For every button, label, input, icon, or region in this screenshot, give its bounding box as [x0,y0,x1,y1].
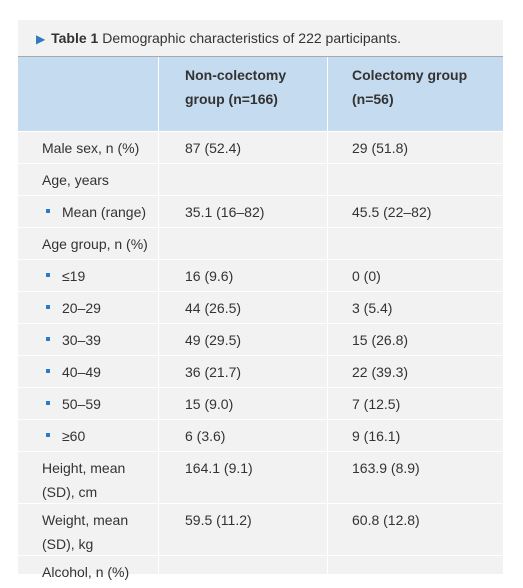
colectomy-value: 60.8 (12.8) [352,512,420,528]
row-label: Weight, mean (SD), kg [42,512,129,552]
colectomy-value: 15 (26.8) [352,332,409,348]
table-row: ≤19 16 (9.6) 0 (0) [18,260,503,292]
non-colectomy-value: 35.1 (16–82) [158,196,328,227]
table-row: 20–29 44 (26.5) 3 (5.4) [18,292,503,324]
colectomy-value: 7 (12.5) [352,396,401,412]
row-label: ≤19 [62,268,86,284]
demographics-table: ▶ Table 1 Demographic characteristics of… [18,20,503,588]
non-colectomy-value: 44 (26.5) [158,292,328,323]
row-label-cell: Alcohol, n (%) [18,556,158,587]
table-row: Male sex, n (%) 87 (52.4) 29 (51.8) [18,132,503,164]
table-row: Alcohol, n (%) [18,556,503,588]
row-label-cell: 40–49 [18,356,158,387]
row-label: Male sex, n (%) [42,140,140,156]
row-label: Height, mean (SD), cm [42,460,126,500]
table-row: Mean (range) 35.1 (16–82) 45.5 (22–82) [18,196,503,228]
row-label-cell: ≥60 [18,420,158,451]
row-label: 40–49 [62,364,101,380]
non-colectomy-value [158,228,328,259]
non-colectomy-value: 15 (9.0) [158,388,328,419]
header-cell-non-colectomy: Non-colectomy group (n=166) [158,57,328,131]
non-colectomy-value: 6 (3.6) [158,420,328,451]
row-label: Age group, n (%) [42,236,148,252]
colectomy-value: 22 (39.3) [352,364,409,380]
colectomy-value: 0 (0) [352,268,381,284]
bullet-icon [46,337,50,342]
non-colectomy-value: 59.5 (11.2) [158,504,328,555]
colectomy-value: 9 (16.1) [352,428,401,444]
table-body: Male sex, n (%) 87 (52.4) 29 (51.8) Age, ye… [18,132,503,588]
row-label-cell: Male sex, n (%) [18,132,158,163]
colectomy-value [328,164,503,195]
table-row: Height, mean (SD), cm 164.1 (9.1) 163.9 (8… [18,452,503,504]
non-colectomy-value: 16 (9.6) [158,260,328,291]
row-label: ≥60 [62,428,86,444]
colectomy-value [328,228,503,259]
caption-text: Demographic characteristics of 222 parti… [102,30,402,46]
bullet-icon [46,209,50,214]
row-label-cell: 30–39 [18,324,158,355]
colectomy-value: 3 (5.4) [352,300,393,316]
row-label: Alcohol, n (%) [42,564,130,580]
colectomy-value: 45.5 (22–82) [352,204,432,220]
table-header: Non-colectomy group (n=166) Colectomy gr… [18,56,503,132]
row-label-cell: Age, years [18,164,158,195]
table-row: 50–59 15 (9.0) 7 (12.5) [18,388,503,420]
bullet-icon [46,401,50,406]
table-caption: ▶ Table 1 Demographic characteristics of… [18,20,503,56]
colectomy-value: 29 (51.8) [352,140,409,156]
row-label: Age, years [42,172,109,188]
non-colectomy-value: 87 (52.4) [158,132,328,163]
non-colectomy-value: 164.1 (9.1) [158,452,328,503]
table-row: Weight, mean (SD), kg 59.5 (11.2) 60.8 (12… [18,504,503,556]
non-colectomy-value [158,164,328,195]
header-cell-colectomy: Colectomy group (n=56) [352,67,468,107]
caption-label: Table 1 [51,30,99,46]
row-label-cell: 20–29 [18,292,158,323]
row-label: 30–39 [62,332,101,348]
row-label: 50–59 [62,396,101,412]
table-row: Age, years [18,164,503,196]
row-label-cell: Age group, n (%) [18,228,158,259]
colectomy-value [328,556,503,587]
non-colectomy-value [158,556,328,587]
colectomy-value: 163.9 (8.9) [352,460,420,476]
row-label-cell: 50–59 [18,388,158,419]
bullet-icon [46,433,50,438]
row-label: 20–29 [62,300,101,316]
header-cell-label [18,57,158,131]
row-label-cell: ≤19 [18,260,158,291]
table-row: 40–49 36 (21.7) 22 (39.3) [18,356,503,388]
table-row: ≥60 6 (3.6) 9 (16.1) [18,420,503,452]
caption-arrow-icon: ▶ [36,32,46,46]
row-label-cell: Mean (range) [18,196,158,227]
non-colectomy-value: 36 (21.7) [158,356,328,387]
bullet-icon [46,305,50,310]
non-colectomy-value: 49 (29.5) [158,324,328,355]
bullet-icon [46,273,50,278]
bullet-icon [46,369,50,374]
row-label: Mean (range) [62,204,147,220]
row-label-cell: Weight, mean (SD), kg [18,504,158,555]
table-row: 30–39 49 (29.5) 15 (26.8) [18,324,503,356]
table-row: Age group, n (%) [18,228,503,260]
row-label-cell: Height, mean (SD), cm [18,452,158,503]
